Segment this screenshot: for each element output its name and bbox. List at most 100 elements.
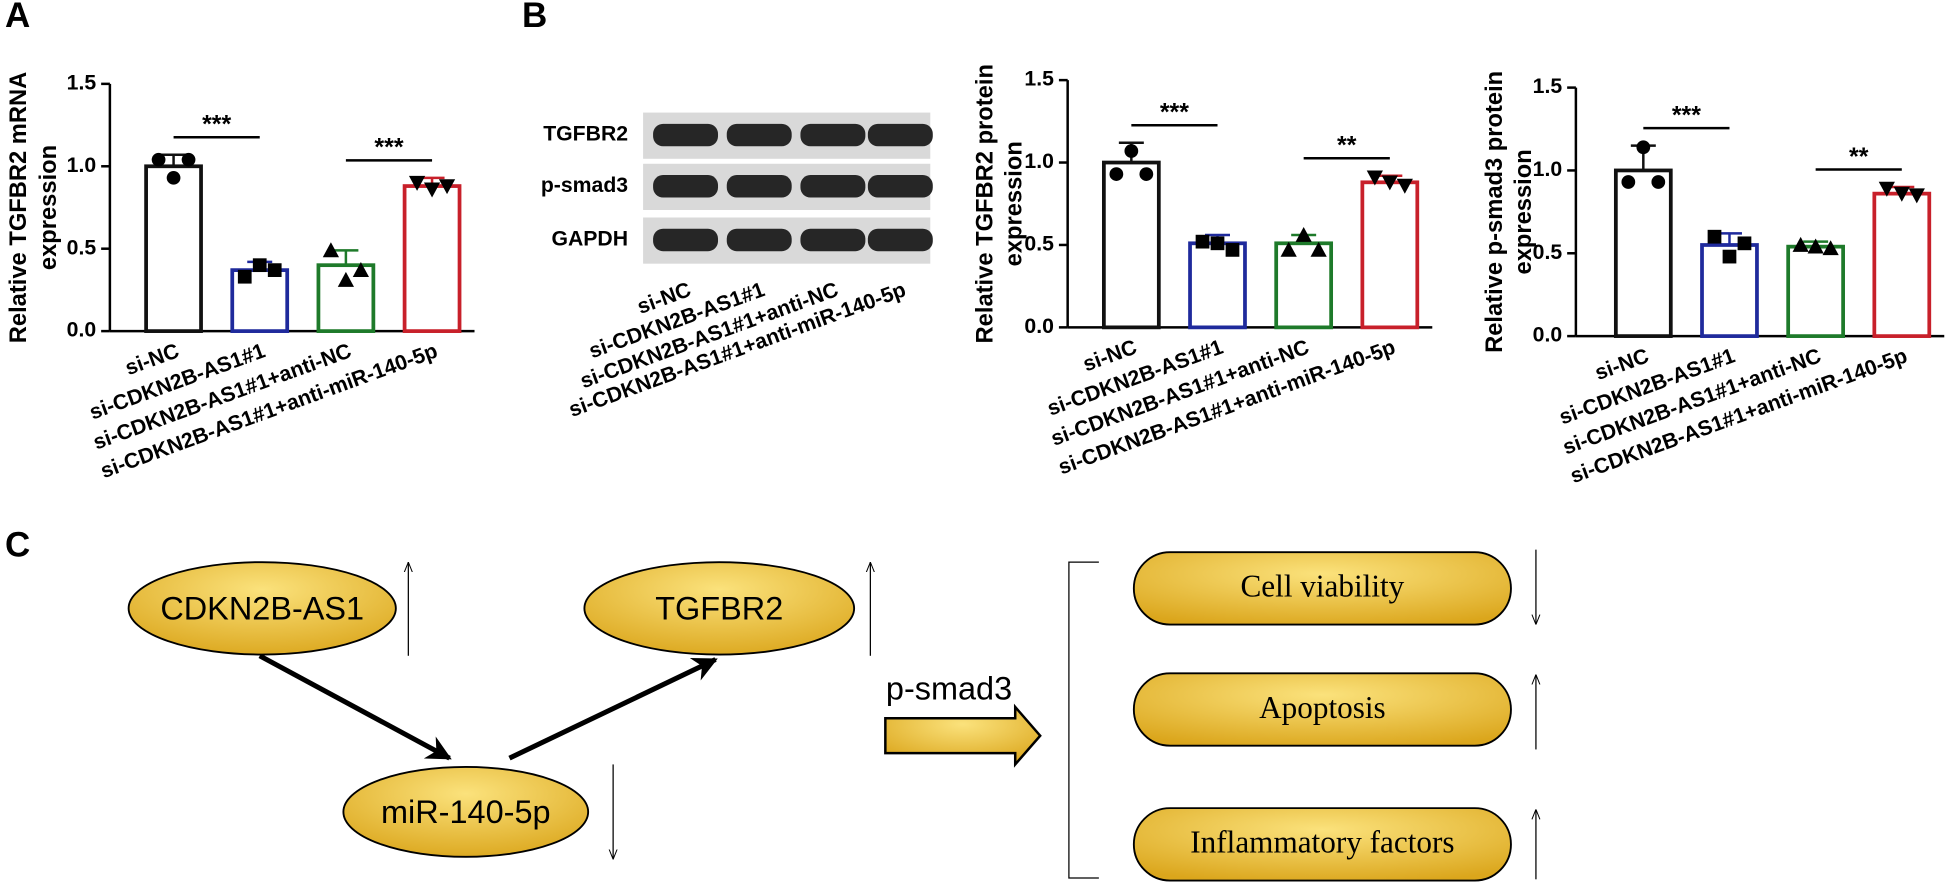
point <box>1195 234 1210 249</box>
y-tick-label: 0.5 <box>67 236 97 259</box>
y-tick-label: 1.5 <box>1533 75 1563 98</box>
band <box>726 228 792 252</box>
point <box>1878 181 1895 197</box>
point <box>1822 240 1839 256</box>
y-tick-label: 0.5 <box>1533 241 1563 264</box>
point <box>1396 178 1413 194</box>
point <box>438 179 456 195</box>
point <box>1722 249 1737 264</box>
y-tick-label: 1.5 <box>67 71 97 94</box>
point <box>1908 188 1925 204</box>
outcome-label: Inflammatory factors <box>1190 825 1454 860</box>
point <box>267 263 282 277</box>
band <box>726 123 792 147</box>
band <box>726 175 792 198</box>
significance-label: *** <box>374 134 403 162</box>
row-label: p-smad3 <box>541 174 628 197</box>
point <box>237 269 252 284</box>
y-tick-label: 1.0 <box>67 154 97 177</box>
bar <box>1786 244 1845 338</box>
bar-chart: 0.0 0.5 1.0 1.5 Relative TGFBR2 mRNA expressi… <box>6 71 475 483</box>
bar <box>402 184 462 333</box>
band <box>867 175 933 198</box>
bar <box>1700 243 1759 338</box>
y-axis-label: Relative p-smad3 protein <box>1482 71 1508 353</box>
significance-label: *** <box>1160 99 1189 127</box>
bracket <box>1068 561 1099 879</box>
point <box>166 170 181 185</box>
panel-label: A <box>5 0 30 35</box>
point <box>1280 241 1297 257</box>
significance-label: *** <box>202 111 231 139</box>
y-axis-label: expression <box>1001 141 1027 266</box>
band <box>800 123 866 147</box>
point <box>1210 236 1225 251</box>
panel-label: C <box>5 525 30 564</box>
band <box>867 123 933 147</box>
y-tick-label: 0.5 <box>1024 233 1054 256</box>
y-tick-label: 0.0 <box>1533 324 1563 347</box>
point <box>1124 144 1139 158</box>
outcome <box>1132 807 1512 882</box>
row-label: TGFBR2 <box>543 123 628 146</box>
significance-label: *** <box>1672 101 1701 129</box>
point <box>1225 243 1240 257</box>
node-label: miR-140-5p <box>381 794 551 830</box>
point <box>151 152 166 167</box>
y-tick-label: 0.0 <box>67 319 97 342</box>
pathway-label: p-smad3 <box>886 670 1012 706</box>
point <box>1651 175 1666 189</box>
y-axis-label: expression <box>36 145 62 270</box>
point <box>1737 236 1752 251</box>
point <box>1109 167 1124 181</box>
y-axis-label: Relative TGFBR2 protein <box>973 64 999 343</box>
bar <box>1872 191 1932 338</box>
y-tick-label: 1.5 <box>1024 68 1054 91</box>
western-blot: TGFBR2p-smad3GAPDHsi-NCsi-CDKN2B-AS1#1si… <box>541 112 933 422</box>
point <box>1621 175 1636 189</box>
band <box>653 175 719 198</box>
arrow <box>508 657 718 761</box>
y-axis-label: expression <box>1511 149 1537 274</box>
arrow <box>258 653 452 761</box>
band <box>800 175 866 198</box>
point <box>337 271 355 287</box>
point <box>322 242 340 258</box>
node <box>127 561 397 656</box>
band <box>653 228 719 252</box>
node <box>342 765 590 858</box>
band <box>800 228 866 252</box>
node <box>583 561 856 656</box>
y-tick-label: 1.0 <box>1024 150 1054 173</box>
bar <box>316 263 376 333</box>
band <box>653 123 719 147</box>
bar <box>1360 180 1420 330</box>
point <box>408 175 426 191</box>
bar <box>1613 168 1673 338</box>
significance-label: ** <box>1849 143 1869 171</box>
diagram: CDKN2B-AS1 TGFBR2 miR-140-5p p-smad3 Cel… <box>127 549 1536 882</box>
block-arrow <box>884 703 1042 768</box>
y-tick-label: 0.0 <box>1024 315 1054 338</box>
outcome-label: Apoptosis <box>1259 690 1386 725</box>
panel-label: B <box>522 0 547 35</box>
bar <box>1274 241 1334 330</box>
point <box>352 262 369 277</box>
point <box>181 152 196 167</box>
point <box>1381 175 1398 191</box>
point <box>1139 167 1154 181</box>
point <box>1636 140 1651 155</box>
point <box>1366 170 1383 186</box>
node-label: TGFBR2 <box>655 590 783 626</box>
bar-chart: 0.0 0.5 1.0 1.5 Relative TGFBR2 protein expre… <box>973 64 1433 479</box>
significance-label: ** <box>1337 132 1357 160</box>
point <box>252 258 267 273</box>
row-label: GAPDH <box>551 228 628 251</box>
outcome <box>1132 551 1512 626</box>
outcome <box>1132 672 1512 747</box>
bar <box>1101 160 1161 330</box>
point <box>1792 236 1809 252</box>
y-tick-label: 1.0 <box>1533 158 1563 181</box>
band <box>867 228 933 252</box>
